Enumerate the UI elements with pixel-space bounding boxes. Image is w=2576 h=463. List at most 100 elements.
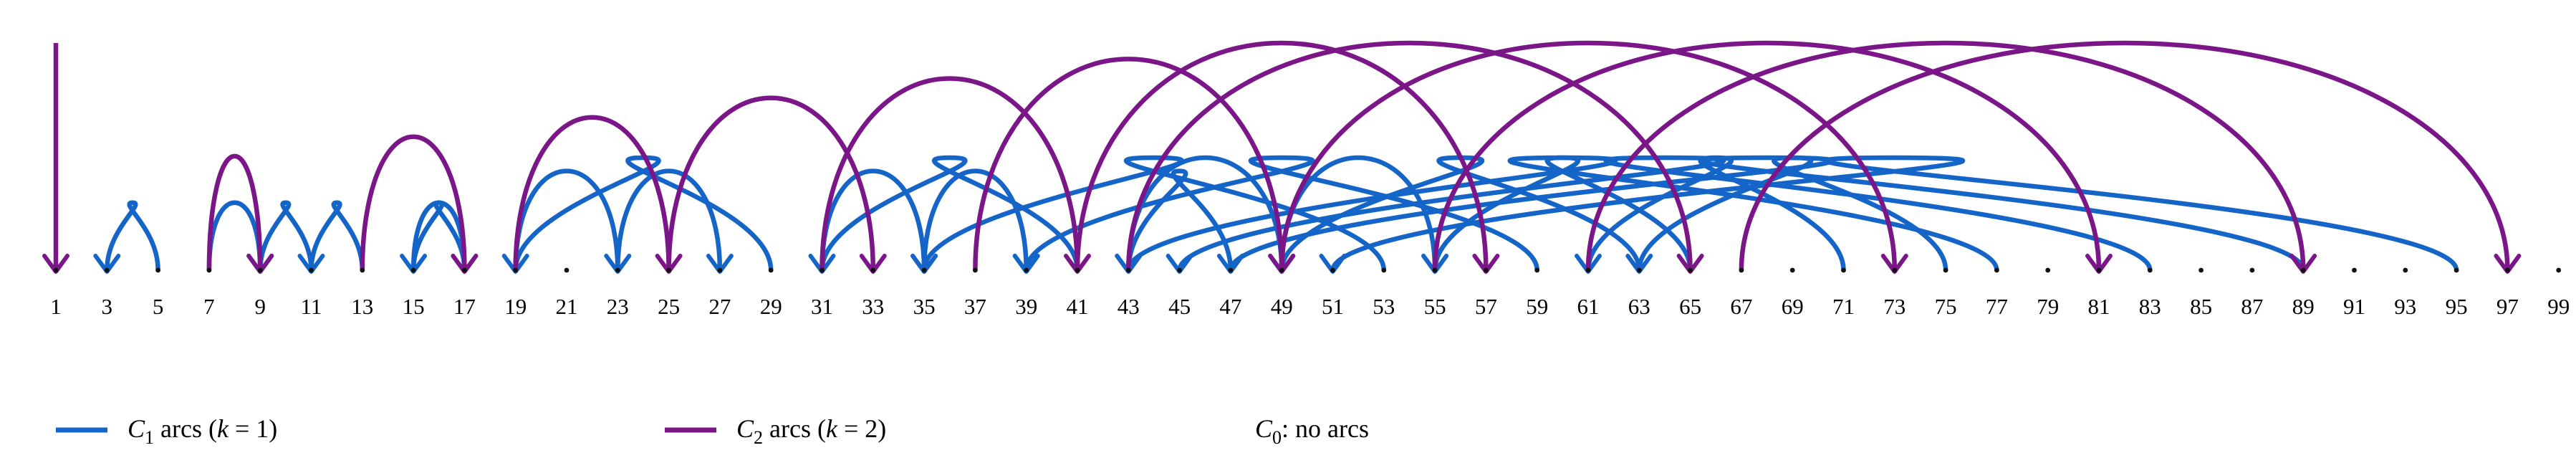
c2-arc-19-25 (513, 115, 671, 271)
node-dot-59 (1534, 267, 1540, 273)
node-dot-23 (615, 267, 620, 273)
legend-c0-label: C0: no arcs (1255, 414, 1369, 448)
tick-label-23: 23 (607, 294, 629, 319)
tick-label-95: 95 (2446, 294, 2468, 319)
c1-arc-77-43 (1126, 155, 1999, 271)
tick-label-7: 7 (203, 294, 215, 319)
tick-label-75: 75 (1935, 294, 1957, 319)
node-dot-17 (462, 267, 467, 273)
c1-arc-95-51 (1330, 155, 2459, 271)
tick-label-65: 65 (1679, 294, 1701, 319)
tick-label-73: 73 (1883, 294, 1905, 319)
tick-label-19: 19 (504, 294, 527, 319)
node-dot-1 (53, 267, 59, 273)
tick-label-99: 99 (2547, 294, 2570, 319)
tick-label-39: 39 (1015, 294, 1037, 319)
tick-label-35: 35 (913, 294, 936, 319)
node-dot-51 (1330, 267, 1335, 273)
c2-arc-41-57 (1075, 40, 1489, 271)
node-group (53, 267, 2562, 273)
c2-arc-67-97 (1739, 40, 2510, 271)
node-dot-35 (921, 267, 927, 273)
tick-label-13: 13 (351, 294, 373, 319)
c1-arc-23-27 (615, 168, 723, 271)
node-dot-71 (1841, 267, 1846, 273)
tick-label-57: 57 (1475, 294, 1497, 319)
node-dot-81 (2096, 267, 2102, 273)
c1-arc-5-3 (105, 200, 160, 271)
tick-label-61: 61 (1577, 294, 1600, 319)
node-dot-25 (666, 267, 671, 273)
c1-arc-35-39 (921, 168, 1029, 271)
tick-label-17: 17 (453, 294, 476, 319)
c1-arc-19-23 (513, 168, 620, 271)
tick-label-25: 25 (658, 294, 680, 319)
node-dot-33 (870, 267, 876, 273)
legend-c2-label: C2 arcs (k = 2) (736, 414, 886, 448)
c2-arc-7-9 (206, 153, 263, 271)
node-dot-31 (820, 267, 825, 273)
node-dot-47 (1228, 267, 1234, 273)
tick-label-43: 43 (1118, 294, 1140, 319)
node-dot-97 (2505, 267, 2510, 273)
c2-arc-55-81 (1432, 40, 2102, 271)
node-dot-21 (564, 267, 569, 273)
node-dot-13 (360, 267, 365, 273)
c1-arc-11-9 (257, 200, 314, 271)
tick-label-37: 37 (964, 294, 986, 319)
c1-arc-13-11 (309, 200, 365, 271)
tick-label-59: 59 (1526, 294, 1548, 319)
tick-label-group: 1 3 5 7 9 11 13 15 17 19 21 23 25 27 29 31 33 35 37 39 41 43 4… (50, 294, 2570, 319)
c1-arc-47-43 (1126, 168, 1234, 271)
tick-label-3: 3 (102, 294, 113, 319)
c1-arc-89-47 (1228, 155, 2306, 271)
tick-label-9: 9 (254, 294, 266, 319)
tick-label-55: 55 (1424, 294, 1446, 319)
node-dot-91 (2352, 267, 2357, 273)
node-dot-55 (1432, 267, 1438, 273)
c2-arc-37-49 (973, 57, 1284, 271)
tick-label-87: 87 (2241, 294, 2263, 319)
tick-label-51: 51 (1322, 294, 1344, 319)
node-dot-29 (768, 267, 774, 273)
tick-label-97: 97 (2496, 294, 2519, 319)
tick-label-85: 85 (2190, 294, 2212, 319)
node-dot-83 (2147, 267, 2153, 273)
tick-label-71: 71 (1832, 294, 1855, 319)
tick-label-5: 5 (153, 294, 164, 319)
tick-label-53: 53 (1373, 294, 1395, 319)
node-dot-39 (1024, 267, 1029, 273)
node-dot-57 (1484, 267, 1489, 273)
tick-label-89: 89 (2292, 294, 2315, 319)
c2-arc-31-41 (820, 76, 1080, 271)
node-dot-75 (1943, 267, 1948, 273)
node-dot-65 (1688, 267, 1693, 273)
c2-arc-43-65 (1126, 40, 1693, 271)
node-dot-7 (206, 267, 212, 273)
c2-arc-61-89 (1585, 40, 2306, 271)
tick-label-93: 93 (2394, 294, 2416, 319)
c2-arc-49-73 (1279, 40, 1898, 271)
tick-label-49: 49 (1271, 294, 1293, 319)
node-dot-69 (1789, 267, 1795, 273)
node-dot-37 (973, 267, 978, 273)
c2-arc-group (42, 40, 2522, 274)
c1-arc-83-45 (1177, 155, 2153, 271)
node-dot-43 (1125, 267, 1131, 273)
c1-arc-17-15 (410, 200, 467, 271)
node-dot-11 (309, 267, 314, 273)
node-dot-77 (1994, 267, 1999, 273)
node-dot-99 (2556, 267, 2562, 273)
tick-label-45: 45 (1168, 294, 1191, 319)
node-dot-87 (2249, 267, 2255, 273)
tick-label-21: 21 (556, 294, 578, 319)
tick-label-69: 69 (1782, 294, 1804, 319)
tick-label-11: 11 (301, 294, 322, 319)
node-dot-15 (410, 267, 416, 273)
node-dot-3 (104, 267, 110, 273)
tick-label-15: 15 (403, 294, 425, 319)
node-dot-45 (1177, 267, 1182, 273)
tick-label-41: 41 (1067, 294, 1089, 319)
node-dot-93 (2403, 267, 2408, 273)
